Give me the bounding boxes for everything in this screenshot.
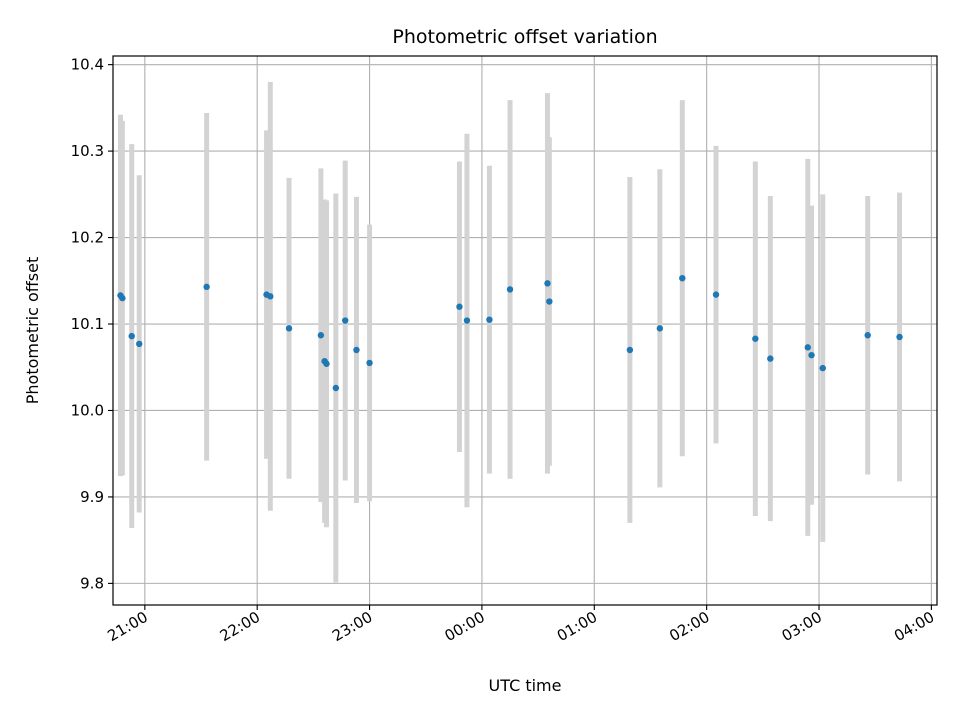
data-point — [864, 332, 871, 339]
x-tick-label: 03:00 — [779, 608, 825, 645]
data-point — [332, 384, 340, 392]
data-point — [752, 335, 759, 342]
chart-title: Photometric offset variation — [392, 26, 657, 48]
x-tick-label: 21:00 — [104, 608, 150, 645]
x-tick-label: 01:00 — [554, 608, 600, 645]
error-bars — [117, 81, 903, 583]
y-tick-label: 10.2 — [71, 229, 104, 247]
x-tick-label: 00:00 — [441, 608, 487, 645]
data-point — [285, 325, 293, 332]
y-tick-label: 9.9 — [80, 488, 104, 506]
data-point — [486, 316, 493, 323]
data-point — [267, 293, 274, 300]
data-point — [136, 340, 143, 348]
data-point — [712, 291, 720, 298]
data-point — [819, 364, 826, 372]
data-point — [317, 332, 325, 339]
data-point — [626, 346, 634, 354]
y-axis-ticks: 9.8 9.9 10.0 10.1 10.2 10.3 10.4 — [71, 56, 113, 592]
x-tick-label: 02:00 — [666, 608, 712, 645]
x-tick-label: 04:00 — [891, 608, 937, 645]
y-tick-label: 9.8 — [80, 574, 104, 592]
data-point — [546, 298, 553, 305]
y-tick-label: 10.3 — [71, 142, 104, 160]
x-axis-ticks: 21:00 22:00 23:00 00:00 01:00 02:00 03:00 04:00 — [104, 605, 937, 645]
y-axis-title: Photometric offset — [23, 257, 42, 405]
data-point — [323, 360, 330, 367]
data-point — [456, 303, 463, 310]
data-point — [342, 317, 349, 324]
x-tick-label: 23:00 — [329, 608, 375, 645]
y-tick-label: 10.1 — [71, 315, 104, 333]
plot-frame — [112, 55, 938, 606]
x-axis-title: UTC time — [489, 676, 562, 695]
data-point — [767, 355, 774, 362]
grid-lines — [113, 56, 937, 605]
data-point — [506, 286, 514, 293]
data-point — [353, 346, 360, 354]
data-point — [804, 344, 811, 351]
data-point — [896, 333, 903, 341]
data-points — [117, 274, 903, 392]
data-point — [679, 274, 686, 282]
data-point — [544, 280, 551, 287]
data-point — [203, 283, 210, 291]
data-point — [119, 294, 126, 302]
y-tick-label: 10.4 — [71, 56, 104, 74]
x-tick-label: 22:00 — [217, 608, 263, 645]
data-point — [366, 359, 373, 367]
data-point — [128, 332, 135, 340]
data-point — [656, 325, 664, 332]
y-tick-label: 10.0 — [71, 401, 104, 419]
data-point — [463, 317, 471, 324]
data-point — [808, 351, 815, 359]
